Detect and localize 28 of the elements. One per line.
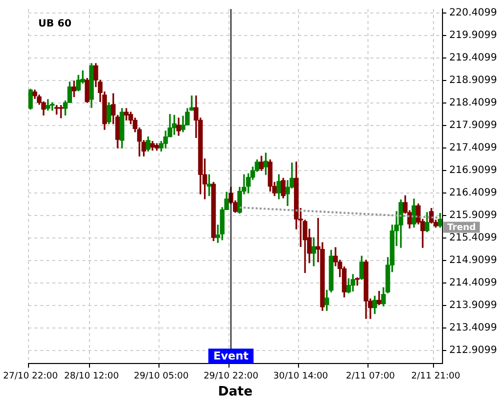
text: UB 60 <box>38 18 72 30</box>
y-tick-label: 216.9099 <box>449 165 498 176</box>
x-tick-label: 29/10 05:00 <box>134 371 189 382</box>
x-axis-title: Date <box>218 384 253 400</box>
x-tick-label: 27/10 22:00 <box>3 371 58 382</box>
y-tick-label: 220.4099 <box>449 8 498 19</box>
series-label: Trend <box>447 223 476 234</box>
y-tick-label: 218.4099 <box>449 98 498 109</box>
x-tick-label: 2/11 21:00 <box>411 371 461 382</box>
candlestick <box>58 104 64 118</box>
y-tick-label: 213.4099 <box>449 322 498 334</box>
y-tick-label: 217.4099 <box>449 142 498 154</box>
x-tick-label: 29/10 22:00 <box>204 371 259 382</box>
y-tick-label: 215.4099 <box>449 232 498 244</box>
ref-line-label: Event <box>213 349 249 362</box>
y-tick-label: 212.9099 <box>449 345 498 356</box>
y-tick-label: 216.4099 <box>449 188 498 199</box>
y-tick-label: 214.9099 <box>449 255 498 266</box>
x-tick-label: 30/10 14:00 <box>273 371 328 382</box>
y-tick-label: 219.4099 <box>449 52 498 64</box>
x-tick-label: 28/10 12:00 <box>64 371 120 382</box>
y-tick-label: 217.9099 <box>449 120 498 132</box>
y-tick-label: 213.9099 <box>449 300 498 312</box>
y-tick-label: 214.4099 <box>449 278 498 289</box>
y-tick-label: 215.9099 <box>449 210 498 222</box>
y-tick-label: 219.9099 <box>449 30 498 42</box>
y-tick-label: 218.9099 <box>449 75 498 86</box>
x-tick-label: 2/11 07:00 <box>346 371 396 382</box>
